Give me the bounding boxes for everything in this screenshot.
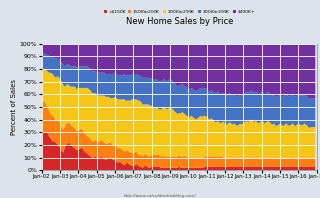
Text: http://www.calculatedriskblog.com/: http://www.calculatedriskblog.com/ bbox=[124, 194, 196, 198]
Title: New Home Sales by Price: New Home Sales by Price bbox=[125, 17, 233, 26]
Legend: <$150K, $150K to $200K, $200K to $299K, $300K to $399K, $400K+: <$150K, $150K to $200K, $200K to $299K, … bbox=[104, 8, 254, 15]
Y-axis label: Percent of Sales: Percent of Sales bbox=[11, 79, 17, 135]
